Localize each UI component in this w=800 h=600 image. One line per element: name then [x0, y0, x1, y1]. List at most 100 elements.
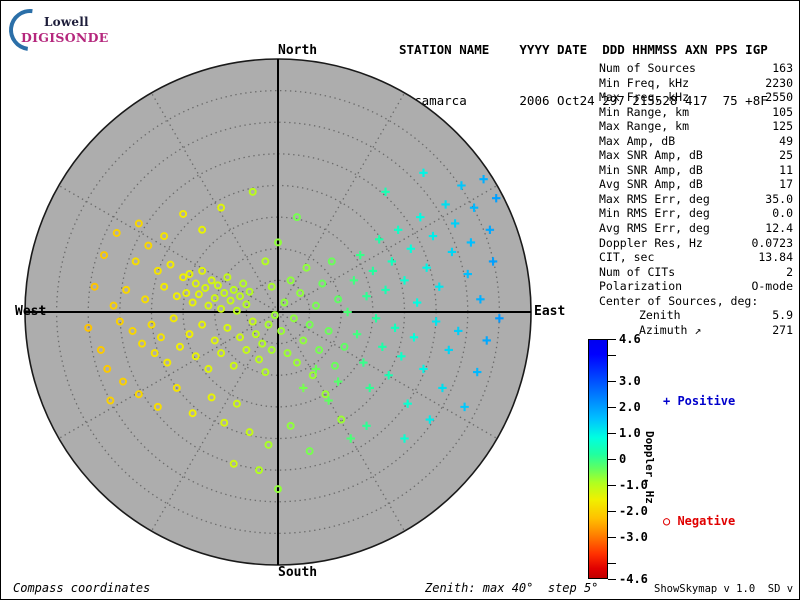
source-marker-positive	[450, 219, 460, 228]
colorbar-tick	[608, 459, 616, 460]
source-marker-negative	[172, 292, 181, 301]
source-marker-negative	[188, 298, 197, 307]
source-marker-negative	[144, 241, 153, 250]
compass-label-south: South	[278, 565, 318, 580]
source-marker-negative	[236, 292, 245, 301]
source-marker-negative	[141, 295, 150, 304]
source-marker-negative	[258, 339, 267, 348]
colorbar-tick-label: 0	[619, 452, 627, 466]
source-marker-negative	[191, 352, 200, 361]
source-marker-negative	[160, 282, 169, 291]
colorbar-tick	[608, 354, 616, 356]
source-marker-positive	[460, 402, 469, 412]
source-marker-negative	[255, 355, 264, 364]
source-marker-negative	[327, 257, 336, 266]
source-marker-negative	[201, 283, 210, 292]
source-marker-positive	[365, 383, 374, 393]
stat-label: Min Range, km	[599, 104, 690, 119]
source-marker-negative	[198, 320, 207, 329]
source-marker-negative	[163, 358, 172, 367]
stat-value: 5.9	[772, 308, 793, 323]
source-marker-negative	[122, 285, 131, 294]
source-marker-negative	[232, 306, 241, 315]
source-marker-negative	[305, 320, 314, 329]
stat-row: Max SNR Amp, dB 25	[561, 148, 793, 163]
stat-row: Polarization O-mode	[561, 279, 793, 294]
footer-compass-note: Compass coordinates	[13, 581, 151, 595]
source-marker-negative	[292, 358, 301, 367]
source-marker-positive	[473, 367, 482, 377]
source-marker-negative	[90, 282, 99, 291]
stat-value: 13.84	[758, 250, 793, 265]
source-marker-positive	[387, 257, 397, 266]
source-marker-negative	[84, 323, 93, 332]
source-marker-negative	[207, 276, 216, 285]
source-marker-negative	[115, 317, 124, 326]
stat-value: 0.0723	[751, 235, 793, 250]
source-marker-negative	[147, 320, 156, 329]
source-marker-negative	[217, 304, 226, 313]
source-marker-negative	[334, 295, 343, 304]
source-marker-positive	[403, 399, 412, 408]
source-marker-negative	[220, 289, 229, 298]
source-marker-positive	[359, 358, 368, 367]
source-marker-negative	[179, 209, 188, 218]
source-marker-negative	[204, 301, 213, 310]
source-marker-negative	[248, 317, 257, 326]
source-marker-negative	[308, 371, 317, 380]
source-marker-positive	[381, 187, 390, 197]
colorbar-tick	[608, 380, 616, 382]
source-marker-negative	[232, 399, 241, 408]
source-marker-negative	[251, 330, 260, 339]
source-marker-negative	[274, 485, 282, 494]
source-marker-negative	[153, 266, 162, 275]
stat-row: Min RMS Err, deg 0.0	[561, 206, 793, 221]
statistics-panel: Num of Sources 163 Min Freq, kHz 2230 Max Fr…	[561, 61, 793, 337]
source-marker-positive	[441, 200, 450, 209]
source-marker-positive	[476, 295, 485, 304]
source-marker-negative	[270, 311, 279, 320]
source-marker-negative	[131, 257, 140, 266]
source-marker-negative	[321, 390, 330, 399]
source-marker-negative	[337, 415, 346, 424]
source-marker-positive	[463, 269, 472, 279]
stat-label: Num of CITs	[599, 264, 676, 279]
source-marker-negative	[217, 349, 226, 358]
source-marker-negative	[289, 314, 298, 323]
stat-value: 105	[772, 104, 793, 119]
stat-label: Polarization	[599, 279, 683, 294]
source-marker-negative	[210, 336, 219, 345]
source-marker-negative	[267, 345, 276, 354]
colorbar-tick-label: 4.6	[619, 332, 641, 346]
stat-label: Avg SNR Amp, dB	[599, 177, 703, 192]
source-marker-positive	[495, 314, 504, 323]
stat-label: Zenith	[639, 308, 681, 323]
center-of-sources-row: Zenith 5.9	[561, 308, 793, 323]
azimuth-spoke	[277, 184, 498, 313]
source-marker-negative	[296, 289, 305, 298]
source-marker-negative	[204, 364, 213, 373]
source-marker-negative	[229, 459, 238, 468]
stat-label: Max Freq, kHz	[599, 90, 690, 105]
source-marker-positive	[346, 434, 355, 443]
source-marker-negative	[138, 339, 147, 348]
source-marker-positive	[311, 364, 321, 374]
source-marker-negative	[223, 323, 232, 332]
source-marker-negative	[217, 203, 226, 212]
header-labels-row: STATION NAME YYYY DATE DDD HHMMSS AXN PP…	[399, 42, 768, 57]
azimuth-spoke	[58, 184, 279, 313]
colorbar-tick	[608, 339, 616, 340]
source-marker-negative	[106, 396, 115, 405]
compass-label-west: West	[15, 304, 47, 319]
source-marker-negative	[134, 390, 143, 399]
stat-row: Max RMS Err, deg 35.0	[561, 192, 793, 207]
stat-value: 35.0	[765, 191, 793, 206]
source-marker-positive	[375, 235, 384, 244]
source-marker-positive	[409, 333, 419, 342]
source-marker-negative	[239, 279, 248, 288]
doppler-colorbar-ticks: 4.6 3.0 2.0 1.0 0 -1.0 -2.0 -3.0 -4.6	[608, 331, 678, 587]
source-marker-negative	[223, 273, 232, 282]
source-marker-negative	[283, 349, 292, 358]
stat-row: Max Amp, dB 49	[561, 134, 793, 149]
